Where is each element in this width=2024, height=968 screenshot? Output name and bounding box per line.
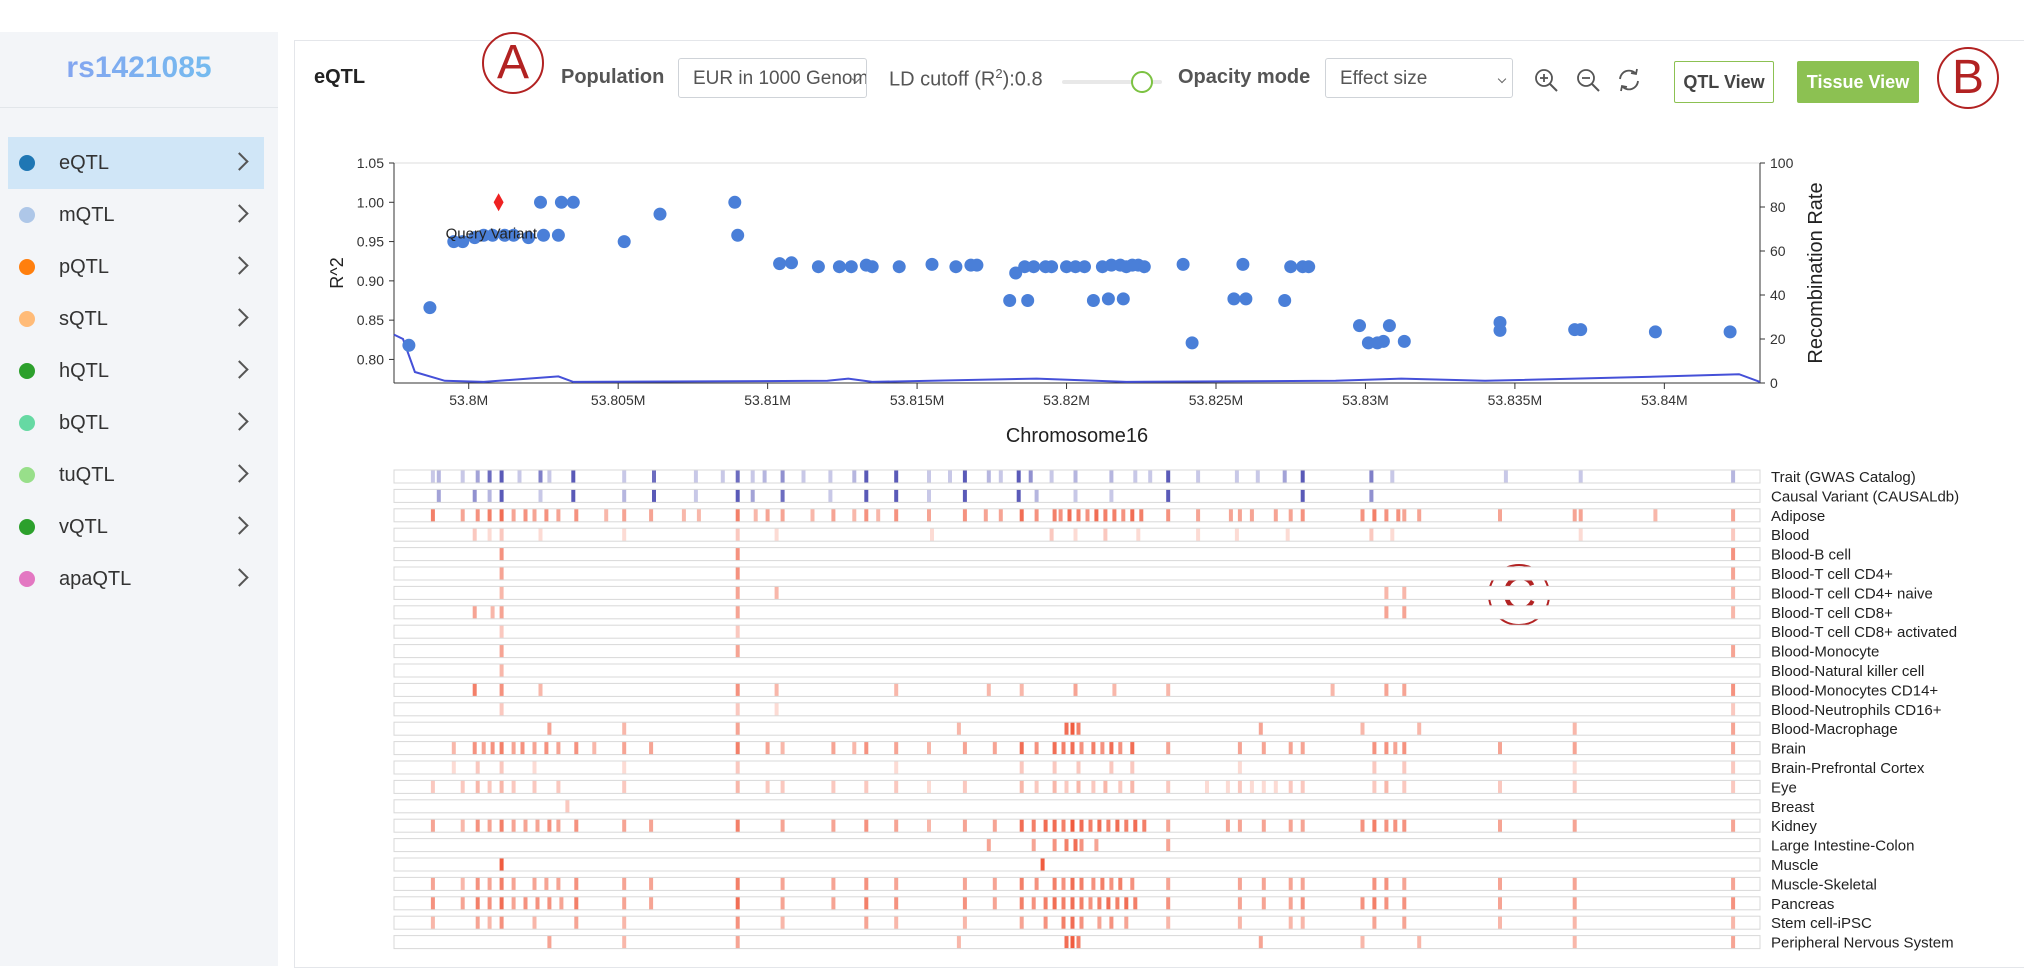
population-select-value: EUR in 1000 Genomes bbox=[693, 68, 867, 89]
sidebar-item-label: mQTL bbox=[59, 203, 115, 226]
qtl-type-menu: eQTL mQTL pQTL sQTL hQTL bQTL tuQTL vQTL apaQTL bbox=[8, 137, 264, 605]
sidebar-item-label: apaQTL bbox=[59, 567, 132, 590]
ld-cutoff-value: ):0.8 bbox=[1002, 68, 1043, 91]
ld-cutoff-slider-handle[interactable] bbox=[1131, 71, 1153, 93]
opacity-mode-label: Opacity mode bbox=[1178, 66, 1311, 88]
annotation-marker-b: B bbox=[1937, 47, 1999, 109]
panel-title: eQTL bbox=[314, 66, 366, 88]
qtl-color-dot bbox=[19, 363, 35, 379]
sidebar-item-label: bQTL bbox=[59, 411, 110, 434]
qtl-color-dot bbox=[19, 155, 35, 171]
chevron-right-icon bbox=[230, 308, 249, 327]
sidebar-item-label: sQTL bbox=[59, 307, 108, 330]
qtl-color-dot bbox=[19, 571, 35, 587]
qtl-color-dot bbox=[19, 207, 35, 223]
sidebar-item-apaqtl[interactable]: apaQTL bbox=[8, 553, 264, 605]
population-select[interactable]: EUR in 1000 Genomes bbox=[678, 58, 867, 98]
chevron-right-icon bbox=[230, 360, 249, 379]
sidebar-item-hqtl[interactable]: hQTL bbox=[8, 345, 264, 397]
chevron-right-icon bbox=[230, 516, 249, 535]
reset-icon[interactable] bbox=[1616, 67, 1642, 93]
sidebar-item-eqtl[interactable]: eQTL bbox=[8, 137, 264, 189]
zoom-in-icon[interactable] bbox=[1533, 67, 1559, 93]
ld-cutoff-slider[interactable] bbox=[1062, 80, 1162, 84]
qtl-color-dot bbox=[19, 467, 35, 483]
annotation-marker-a: A bbox=[482, 32, 544, 94]
annotation-marker-c: C bbox=[1488, 564, 1550, 626]
sidebar-item-mqtl[interactable]: mQTL bbox=[8, 189, 264, 241]
variant-id-title: rs1421085 bbox=[0, 32, 278, 108]
chevron-right-icon bbox=[230, 152, 249, 171]
chevron-right-icon bbox=[230, 412, 249, 431]
opacity-mode-select-value: Effect size bbox=[1340, 68, 1428, 89]
ld-cutoff-text: LD cutoff (R bbox=[889, 68, 996, 91]
chevron-right-icon bbox=[230, 256, 249, 275]
chevron-right-icon bbox=[230, 464, 249, 483]
sidebar-item-pqtl[interactable]: pQTL bbox=[8, 241, 264, 293]
qtl-color-dot bbox=[19, 311, 35, 327]
ld-cutoff-superscript: 2 bbox=[995, 66, 1003, 81]
zoom-out-icon[interactable] bbox=[1575, 67, 1601, 93]
qtl-color-dot bbox=[19, 415, 35, 431]
tissue-view-button[interactable]: Tissue View bbox=[1797, 61, 1919, 103]
sidebar-item-tuqtl[interactable]: tuQTL bbox=[8, 449, 264, 501]
sidebar-item-bqtl[interactable]: bQTL bbox=[8, 397, 264, 449]
qtl-color-dot bbox=[19, 519, 35, 535]
qtl-view-button[interactable]: QTL View bbox=[1674, 61, 1774, 103]
opacity-mode-select[interactable]: Effect size bbox=[1325, 58, 1513, 98]
chevron-down-icon bbox=[1497, 74, 1507, 84]
sidebar-item-label: eQTL bbox=[59, 151, 110, 174]
chevron-right-icon bbox=[230, 204, 249, 223]
qtl-color-dot bbox=[19, 259, 35, 275]
sidebar-item-label: pQTL bbox=[59, 255, 110, 278]
sidebar-item-label: tuQTL bbox=[59, 463, 115, 486]
sidebar: rs1421085 eQTL mQTL pQTL sQTL hQTL bQTL tuQTL v… bbox=[0, 32, 278, 966]
chevron-right-icon bbox=[230, 568, 249, 587]
sidebar-item-sqtl[interactable]: sQTL bbox=[8, 293, 264, 345]
main-panel bbox=[294, 40, 2024, 968]
sidebar-item-label: vQTL bbox=[59, 515, 108, 538]
sidebar-item-label: hQTL bbox=[59, 359, 110, 382]
sidebar-item-vqtl[interactable]: vQTL bbox=[8, 501, 264, 553]
ld-cutoff-label: LD cutoff (R2):0.8 bbox=[889, 66, 1043, 92]
population-label: Population bbox=[561, 66, 665, 88]
